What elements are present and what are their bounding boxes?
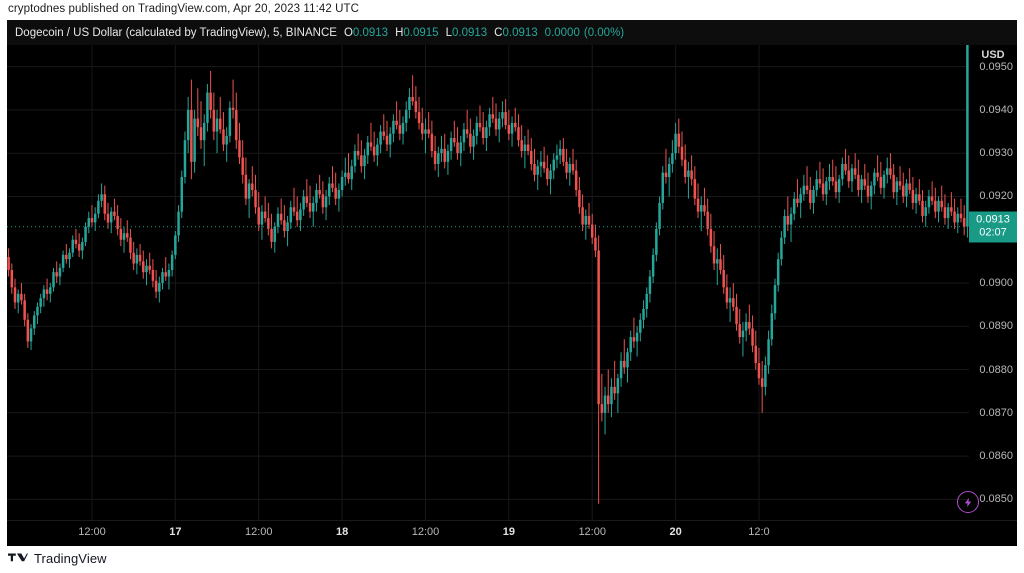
time-tick-8: 12:0 <box>748 526 770 538</box>
attribution-text: cryptodnes published on TradingView.com,… <box>8 3 360 15</box>
chart-frame: Dogecoin / US Dollar (calculated by Trad… <box>7 20 1017 546</box>
current-price-tag[interactable]: 0.0913 02:07 <box>969 211 1017 243</box>
ohlc-open: O0.0913 <box>344 27 388 39</box>
ohlc-close: C0.0913 <box>494 27 538 39</box>
price-tick-5: 0.0890 <box>979 320 1013 333</box>
bar-countdown: 02:07 <box>979 226 1007 239</box>
time-axis[interactable]: 12:00 17 12:00 18 12:00 19 12:00 20 12:0 <box>7 520 1017 546</box>
ohlc-high: H0.0915 <box>395 27 439 39</box>
time-tick-5: 19 <box>502 526 515 538</box>
price-tick-8: 0.0860 <box>979 450 1013 463</box>
symbol-description: Dogecoin / US Dollar (calculated by Trad… <box>15 26 337 39</box>
price-axis-currency: USD <box>981 49 1005 61</box>
time-tick-4: 12:00 <box>411 526 440 538</box>
change-percent: (0.00%) <box>583 26 625 39</box>
candlestick-plot[interactable] <box>7 45 969 521</box>
chart-legend-bar[interactable]: Dogecoin / US Dollar (calculated by Trad… <box>7 20 1017 45</box>
tradingview-wordmark: TradingView <box>34 551 107 566</box>
ohlc-low: L0.0913 <box>446 27 488 39</box>
price-tick-6: 0.0880 <box>979 363 1013 376</box>
ohlc-close-key: C <box>494 26 503 39</box>
time-tick-0: 12:00 <box>78 526 106 538</box>
price-tick-1: 0.0940 <box>979 103 1013 116</box>
price-tick-9: 0.0850 <box>979 493 1013 506</box>
time-tick-6: 12:00 <box>578 526 606 538</box>
time-tick-3: 18 <box>335 526 349 538</box>
ohlc-low-key: L <box>445 26 452 39</box>
price-tick-3: 0.0920 <box>979 190 1013 203</box>
price-tick-2: 0.0930 <box>979 147 1013 160</box>
time-tick-7: 20 <box>669 526 682 538</box>
candlestick-svg <box>7 45 969 521</box>
price-tick-0: 0.0950 <box>979 60 1013 73</box>
current-price-value: 0.0913 <box>976 213 1010 226</box>
ohlc-high-value: 0.0915 <box>403 26 439 39</box>
price-axis[interactable]: USD 0.0950 0.0940 0.0930 0.0920 0.0900 0.0890… <box>969 45 1017 521</box>
time-tick-2: 12:00 <box>244 526 273 538</box>
price-tick-4: 0.0900 <box>979 277 1013 289</box>
ohlc-open-value: 0.0913 <box>352 26 389 39</box>
change-absolute: 0.0000 <box>544 26 580 39</box>
time-tick-1: 17 <box>169 526 182 538</box>
price-tick-7: 0.0870 <box>979 406 1013 419</box>
ohlc-low-value: 0.0913 <box>451 26 488 39</box>
lightning-icon[interactable] <box>957 491 979 513</box>
ohlc-open-key: O <box>343 26 353 39</box>
ohlc-close-value: 0.0913 <box>502 26 538 39</box>
ohlc-high-key: H <box>395 26 404 39</box>
tradingview-logo: TradingView <box>8 551 107 566</box>
tradingview-mark-icon <box>8 553 28 562</box>
